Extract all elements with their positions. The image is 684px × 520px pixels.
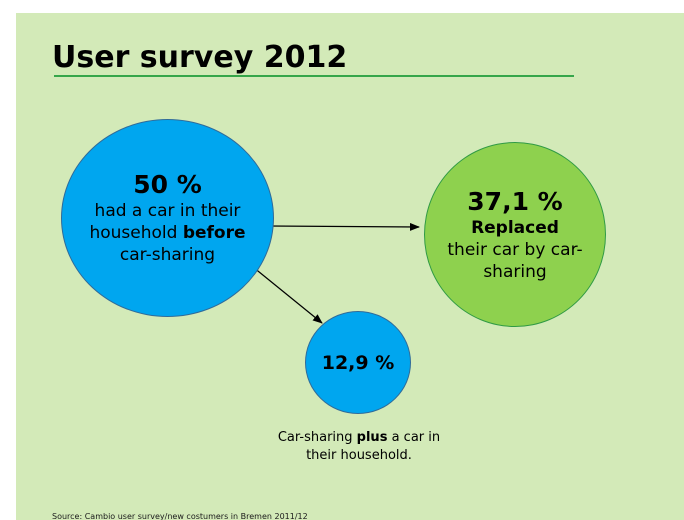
node-before-text-2: car-sharing xyxy=(119,245,216,265)
source-note: Source: Cambio user survey/new costumers… xyxy=(52,512,308,520)
slide-title: User survey 2012 xyxy=(52,40,348,75)
node-before-text-bold: before xyxy=(182,223,246,243)
node-before-description: had a car in their household before car-… xyxy=(88,200,248,266)
node-plus-caption-bold: plus xyxy=(356,430,388,445)
node-replaced: 37,1 % Replaced their car by car-sharing xyxy=(424,142,606,327)
node-before-percent: 50 % xyxy=(133,170,202,199)
node-before-car-sharing: 50 % had a car in their household before… xyxy=(61,119,274,317)
node-plus-caption-2: a car in their household. xyxy=(306,430,441,463)
node-plus-percent: 12,9 % xyxy=(321,351,395,374)
node-before-text-1: had a car in their household xyxy=(89,201,241,243)
node-replaced-text-bold: Replaced xyxy=(471,217,559,238)
node-replaced-description: their car by car-sharing xyxy=(447,239,583,282)
arrow-before-to-replaced xyxy=(267,222,420,231)
node-plus-caption-1: Car-sharing xyxy=(277,430,357,445)
slide: User survey 2012 50 % had a car in their… xyxy=(16,13,684,520)
connector-arrows xyxy=(252,222,420,324)
node-replaced-percent: 37,1 % xyxy=(467,186,563,216)
title-underline xyxy=(54,75,574,77)
node-plus-caption: Car-sharing plus a car in their househol… xyxy=(264,429,454,465)
node-plus: 12,9 % xyxy=(305,311,411,414)
arrow-before-to-plus xyxy=(252,266,323,324)
